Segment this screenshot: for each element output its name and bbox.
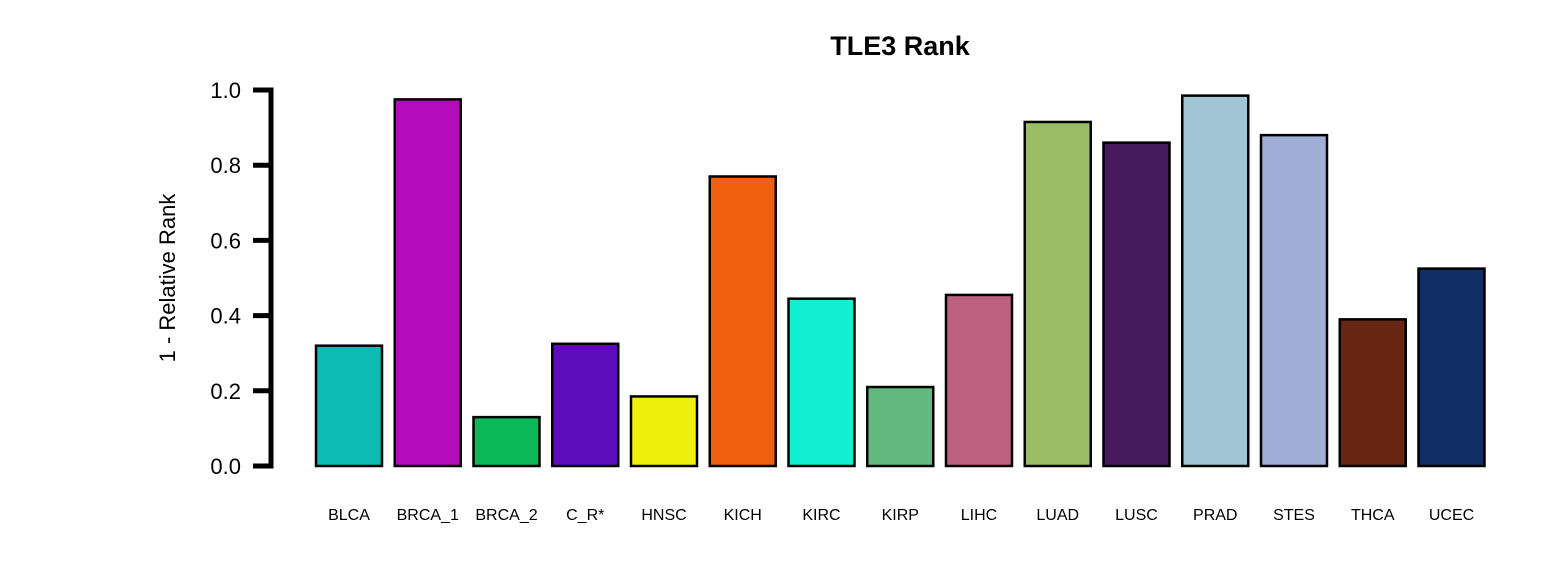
bar-brca-1 [393, 98, 462, 468]
x-tick-label: C_R* [566, 507, 604, 524]
x-tick-label: PRAD [1193, 507, 1237, 524]
y-tick-label: 1.0 [210, 78, 241, 103]
bar-blca [314, 344, 384, 468]
bar-c-r [551, 342, 620, 468]
bar-ucec [1417, 267, 1486, 468]
x-tick-label: UCEC [1429, 507, 1474, 524]
x-tick-label: KICH [724, 507, 762, 524]
bar-brca-2 [472, 415, 541, 468]
x-tick-label: BLCA [328, 507, 370, 524]
y-tick-label: 0.0 [210, 454, 241, 479]
x-tick-label: KIRP [882, 507, 919, 524]
x-tick-label: LUSC [1115, 507, 1158, 524]
bar-luad [1023, 120, 1092, 468]
y-axis-label: 1 - Relative Rank [155, 193, 180, 363]
x-tick-label: LIHC [961, 507, 997, 524]
bar-stes [1259, 133, 1329, 468]
bar-thca [1338, 318, 1407, 468]
x-axis-tick-labels: BLCA BRCA_1 BRCA_2 C_R* HNSC KICH KIRC KIRP LIHC… [328, 507, 1474, 524]
x-tick-label: THCA [1351, 507, 1395, 524]
x-tick-label: LUAD [1036, 507, 1079, 524]
y-axis-ticks: 0.0 0.2 0.4 0.6 0.8 1.0 [210, 78, 271, 479]
y-tick-label: 0.8 [210, 153, 241, 178]
bar-kirp [866, 385, 935, 468]
chart-title: TLE3 Rank [830, 31, 971, 61]
x-tick-label: HNSC [641, 507, 686, 524]
bar-kich [708, 175, 777, 468]
bar-hnsc [629, 395, 699, 468]
y-tick-label: 0.4 [210, 304, 241, 329]
x-tick-label: BRCA_2 [475, 507, 537, 524]
bar-lihc [944, 293, 1014, 468]
bar-prad [1181, 94, 1250, 468]
y-tick-label: 0.6 [210, 228, 241, 253]
bar-lusc [1102, 141, 1171, 468]
bar-kirc [787, 297, 856, 468]
y-tick-label: 0.2 [210, 379, 241, 404]
x-tick-label: STES [1273, 507, 1315, 524]
bars-group [314, 94, 1486, 468]
x-tick-label: KIRC [802, 507, 840, 524]
x-tick-label: BRCA_1 [397, 507, 459, 524]
